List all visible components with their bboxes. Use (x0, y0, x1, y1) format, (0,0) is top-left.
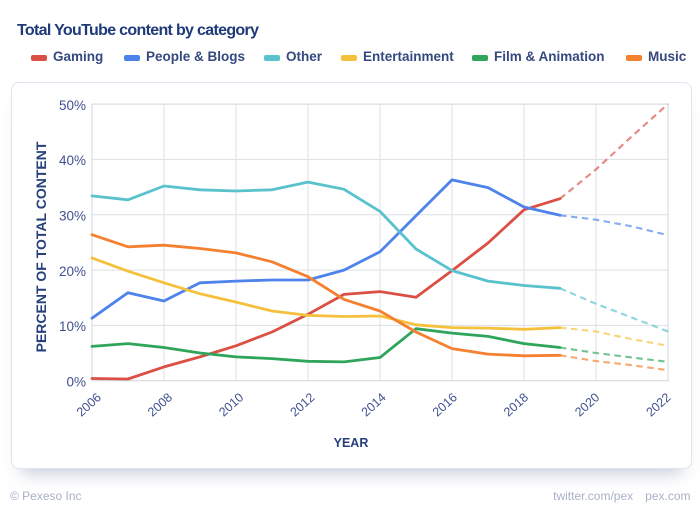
svg-text:20%: 20% (59, 264, 86, 279)
svg-text:0%: 0% (66, 375, 86, 390)
svg-text:2006: 2006 (74, 390, 104, 419)
svg-text:10%: 10% (59, 319, 86, 334)
svg-text:2018: 2018 (501, 390, 531, 419)
svg-text:2010: 2010 (216, 390, 246, 419)
svg-text:2012: 2012 (287, 390, 317, 419)
svg-text:2022: 2022 (643, 390, 673, 419)
svg-text:2008: 2008 (145, 390, 175, 419)
svg-text:40%: 40% (59, 153, 86, 168)
svg-text:50%: 50% (59, 98, 86, 113)
svg-text:2016: 2016 (430, 390, 460, 419)
svg-text:2014: 2014 (359, 390, 389, 419)
svg-text:2020: 2020 (572, 390, 602, 419)
svg-text:30%: 30% (59, 209, 86, 224)
